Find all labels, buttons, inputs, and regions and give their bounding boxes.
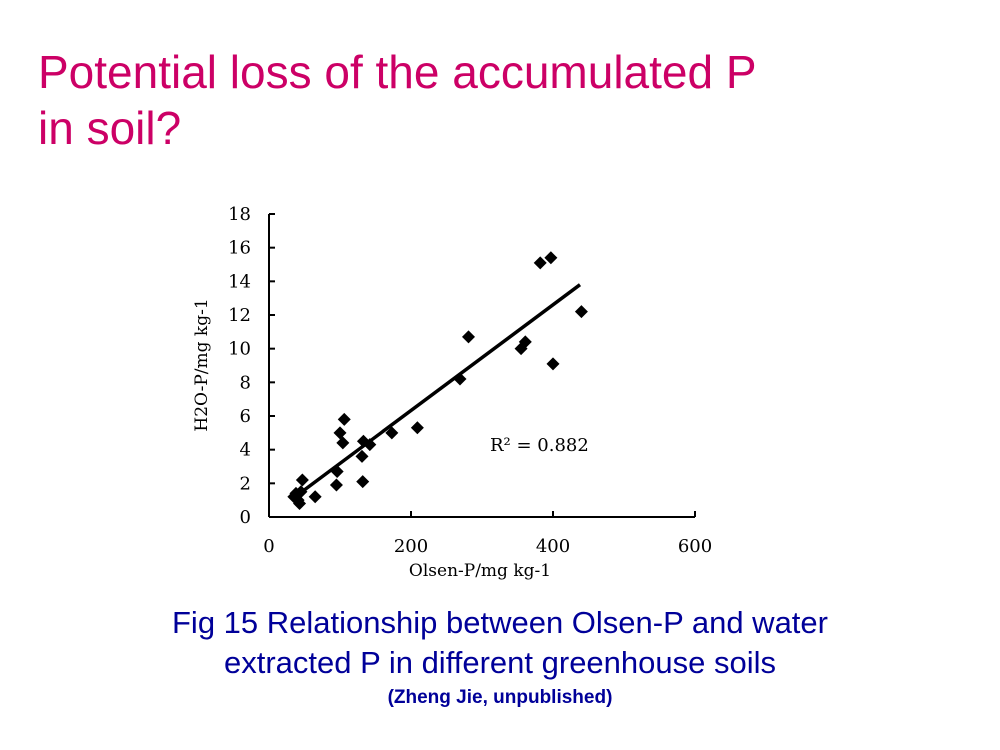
data-point — [546, 357, 560, 371]
caption-source: (Zheng Jie, unpublished) — [387, 687, 613, 708]
data-point — [533, 256, 547, 270]
scatter-chart: 0 2 4 6 8 10 12 14 16 18 0 200 400 600 R² = 0.882 Ols… — [192, 204, 712, 581]
slide-title-line-1: Potential loss of the accumulated P — [38, 46, 757, 98]
y-tick-label: 10 — [228, 339, 251, 360]
x-tick-label: 600 — [678, 536, 712, 557]
data-point — [294, 485, 308, 499]
data-point — [462, 330, 476, 344]
data-points — [287, 251, 588, 511]
axis-ticks: 0 2 4 6 8 10 12 14 16 18 0 200 400 600 — [228, 204, 712, 557]
data-point — [330, 465, 344, 479]
figure-caption: Fig 15 Relationship between Olsen-P and … — [0, 603, 1000, 711]
data-point — [333, 426, 347, 440]
y-tick-label: 16 — [228, 238, 251, 259]
y-tick-label: 4 — [240, 440, 251, 461]
x-tick-label: 200 — [394, 536, 428, 557]
y-tick-label: 8 — [240, 372, 251, 393]
r-squared-annotation: R² = 0.882 — [490, 435, 589, 456]
data-point — [337, 412, 351, 426]
y-tick-label: 6 — [240, 406, 251, 427]
data-point — [518, 335, 532, 349]
data-point — [295, 473, 309, 487]
y-tick-label: 0 — [240, 507, 251, 528]
data-point — [356, 475, 370, 489]
slide-title-line-2: in soil? — [38, 102, 182, 154]
x-axis-title: Olsen-P/mg kg-1 — [409, 561, 551, 581]
caption-line-2: extracted P in different greenhouse soil… — [223, 645, 777, 680]
data-point — [336, 436, 350, 450]
data-point — [410, 421, 424, 435]
caption-line-1: Fig 15 Relationship between Olsen-P and … — [172, 605, 828, 640]
data-point — [363, 438, 377, 452]
data-point — [453, 372, 467, 386]
y-tick-label: 18 — [228, 204, 251, 225]
slide-title: Potential loss of the accumulated P in s… — [38, 44, 938, 156]
data-point — [329, 478, 343, 492]
x-tick-label: 400 — [536, 536, 570, 557]
y-tick-label: 12 — [228, 305, 251, 326]
x-tick-label: 0 — [263, 536, 274, 557]
data-point — [293, 497, 307, 511]
data-point — [385, 426, 399, 440]
trend-line — [296, 283, 582, 497]
y-tick-label: 14 — [228, 271, 251, 292]
data-point — [355, 449, 369, 463]
y-axis-title: H2O-P/mg kg-1 — [192, 298, 212, 431]
data-point — [308, 490, 322, 504]
y-tick-label: 2 — [240, 473, 251, 494]
data-point — [544, 251, 558, 265]
data-point — [574, 305, 588, 319]
